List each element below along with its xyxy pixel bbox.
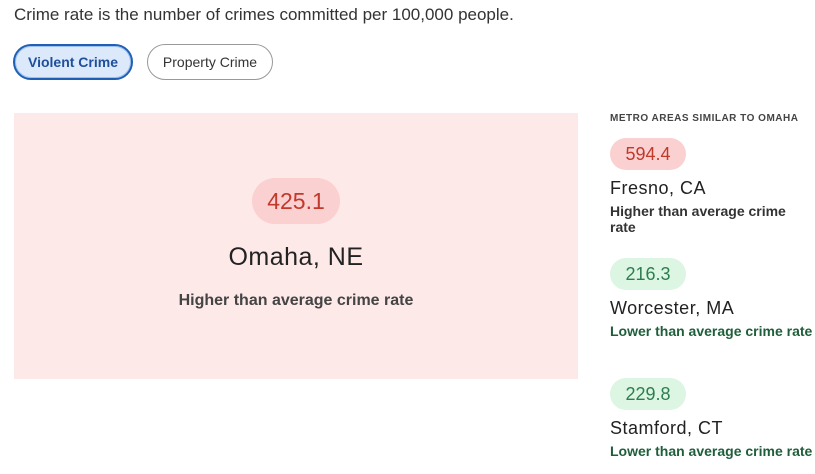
tab-property[interactable]: Property Crime (147, 44, 273, 80)
tab-violent[interactable]: Violent Crime (13, 44, 133, 80)
city-name: Worcester, MA (610, 298, 735, 318)
city-name: Omaha, NE (228, 243, 364, 271)
status: Lower than average crime rate (610, 443, 813, 459)
city-name: Stamford, CT (610, 418, 724, 438)
rate-pill: 229.8 (610, 378, 686, 410)
status: Higher than average crime rate (178, 292, 414, 309)
rate-pill: 594.4 (610, 138, 686, 170)
rate-pill: 425.1 (252, 178, 340, 224)
city-name: Fresno, CA (610, 178, 707, 198)
intro-text: Crime rate is the number of crimes commi… (14, 5, 514, 24)
similar-title: METRO AREAS SIMILAR TO OMAHA (610, 113, 799, 124)
selected-panel: 425.1 Omaha, NE Higher than average crim… (14, 113, 578, 379)
rate-pill: 216.3 (610, 258, 686, 290)
status: Lower than average crime rate (610, 323, 813, 339)
status: Higher than average crime rate (610, 203, 786, 235)
